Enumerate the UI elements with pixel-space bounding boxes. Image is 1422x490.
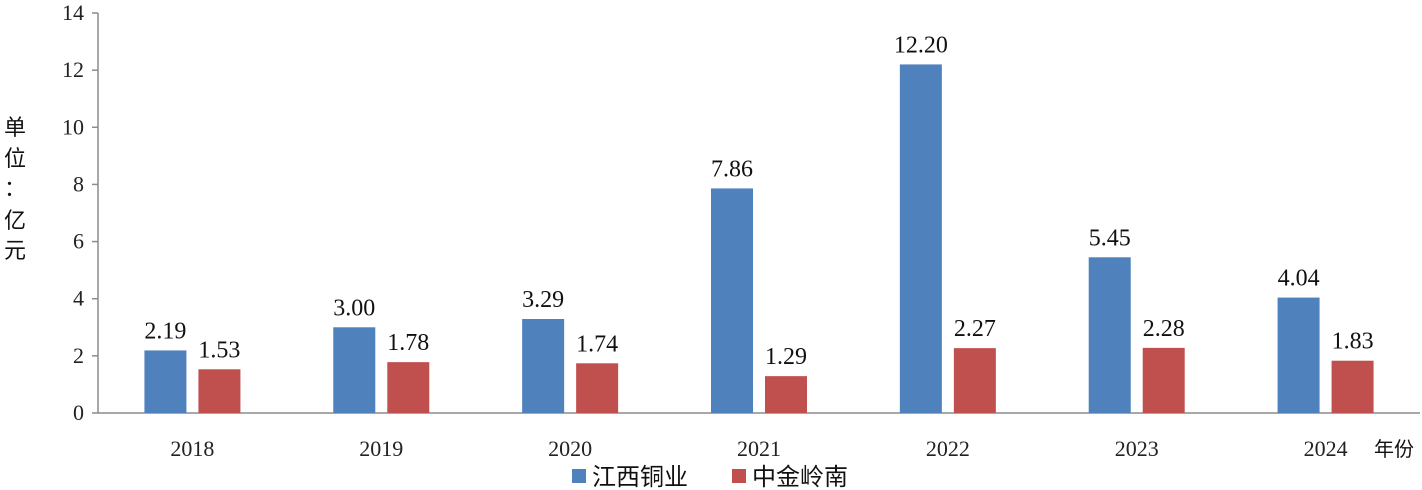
value-label: 1.29 [765, 344, 807, 370]
value-label: 5.45 [1089, 225, 1131, 251]
value-labels: 2.19 1.53 3.00 1.78 3.29 1.74 7.86 1.29 12.20 2.2… [144, 32, 1373, 370]
y-tick-label: 8 [73, 171, 84, 196]
bars [144, 64, 1374, 413]
value-label: 1.53 [198, 337, 240, 363]
value-label: 2.28 [1143, 316, 1185, 342]
x-tick-label: 2024 [1304, 436, 1348, 461]
legend: 江西铜业 中金岭南 [572, 463, 848, 490]
value-label: 1.74 [576, 331, 618, 357]
bar-series1-2018 [144, 350, 187, 413]
y-tick-label: 10 [62, 114, 84, 139]
y-axis-label-char: 元 [4, 239, 26, 264]
legend-label: 江西铜业 [592, 463, 688, 490]
value-label: 1.83 [1332, 329, 1374, 355]
x-axis-unit: 年份 [1374, 437, 1414, 461]
y-tick-label: 2 [73, 343, 84, 368]
legend-swatch [572, 469, 586, 483]
bar-series1-2022 [899, 64, 942, 413]
x-tick-label: 2019 [359, 436, 403, 461]
axes [97, 13, 1420, 414]
y-tick-label: 14 [62, 0, 84, 25]
x-tick-label: 2023 [1115, 436, 1159, 461]
bar-series2-2023 [1142, 347, 1185, 413]
y-axis-label-char: 亿 [4, 209, 26, 234]
x-tick-label: 2020 [548, 436, 592, 461]
x-axis-ticks: 2018 2019 2020 2021 2022 2023 2024 [170, 436, 1347, 461]
y-tick-label: 6 [73, 229, 84, 254]
bar-series1-2024 [1277, 297, 1320, 413]
bar-series2-2022 [953, 348, 996, 413]
x-tick-label: 2021 [737, 436, 781, 461]
value-label: 3.29 [522, 287, 564, 313]
value-label: 2.19 [144, 318, 186, 344]
y-tick-label: 0 [73, 400, 84, 425]
value-label: 2.27 [954, 316, 996, 342]
bar-series2-2018 [198, 369, 241, 413]
value-label: 7.86 [711, 156, 753, 182]
bar-series1-2019 [333, 327, 376, 413]
y-axis-label-char: ： [4, 177, 26, 202]
x-tick-label: 2022 [926, 436, 970, 461]
value-label: 4.04 [1278, 266, 1320, 292]
value-label: 12.20 [894, 32, 948, 58]
value-label: 3.00 [333, 295, 375, 321]
bar-series1-2021 [711, 188, 753, 413]
bar-series2-2024 [1331, 360, 1374, 413]
y-axis-ticks: 0 2 4 6 8 10 12 14 [62, 0, 98, 425]
bar-series2-2020 [576, 363, 619, 413]
legend-swatch [732, 469, 746, 483]
bar-series2-2019 [387, 362, 430, 413]
y-axis-label: 单位 ： 亿元 [4, 116, 26, 264]
y-tick-label: 4 [73, 286, 84, 311]
y-axis-label-char: 单 [4, 116, 26, 141]
bar-series1-2023 [1088, 257, 1131, 413]
bar-series1-2020 [522, 319, 565, 413]
y-tick-label: 12 [62, 57, 84, 82]
legend-label: 中金岭南 [752, 463, 848, 490]
value-label: 1.78 [387, 330, 429, 356]
x-tick-label: 2018 [170, 436, 214, 461]
bar-series2-2021 [765, 376, 807, 413]
y-axis-label-char: 位 [4, 147, 26, 172]
